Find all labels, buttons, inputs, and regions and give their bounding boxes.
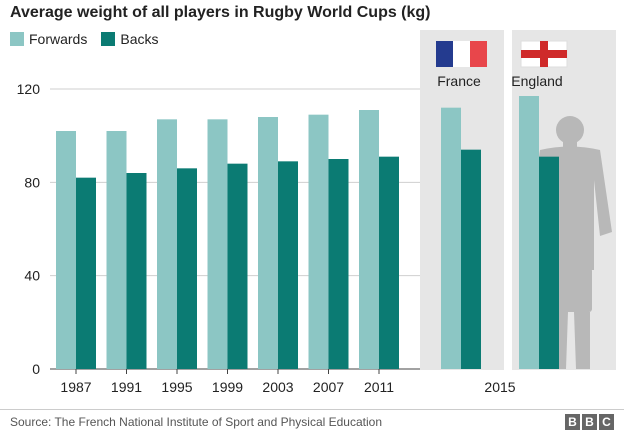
bar-backs bbox=[328, 159, 349, 369]
x-tick-label: 2003 bbox=[262, 379, 293, 395]
bar-backs bbox=[76, 177, 96, 369]
flag-cross-horizontal bbox=[521, 50, 567, 58]
bar-forwards-2015 bbox=[519, 96, 539, 369]
bar-backs bbox=[227, 163, 248, 369]
bar-forwards bbox=[258, 117, 278, 369]
france-flag bbox=[436, 41, 487, 67]
flag-white bbox=[453, 41, 470, 67]
bar-forwards bbox=[106, 131, 127, 369]
legend-swatch-forwards bbox=[10, 32, 24, 46]
x-tick-label: 1999 bbox=[212, 379, 243, 395]
bar-backs bbox=[379, 156, 399, 369]
bbc-logo-letter-3: C bbox=[599, 414, 614, 430]
x-tick-label: 1995 bbox=[161, 379, 192, 395]
bar-backs-2015 bbox=[539, 156, 559, 369]
team-name-label: England bbox=[511, 73, 562, 89]
bar-backs bbox=[278, 161, 298, 369]
flag-blue bbox=[436, 41, 453, 67]
bbc-logo-letter-2: B bbox=[582, 414, 597, 430]
silhouette-head bbox=[556, 116, 584, 144]
x-tick-label: 2011 bbox=[364, 379, 394, 395]
footer-divider bbox=[0, 409, 624, 410]
x-tick-label: 2007 bbox=[313, 379, 344, 395]
flag-red bbox=[470, 41, 487, 67]
bar-forwards bbox=[359, 110, 379, 369]
y-tick-label: 0 bbox=[32, 361, 40, 377]
legend-label-backs: Backs bbox=[120, 31, 159, 47]
bar-forwards bbox=[157, 119, 177, 369]
bar-forwards bbox=[308, 114, 329, 370]
legend: Forwards Backs bbox=[10, 31, 158, 47]
silhouette-legs bbox=[552, 312, 590, 369]
source-note: Source: The French National Institute of… bbox=[10, 415, 382, 429]
chart-title: Average weight of all players in Rugby W… bbox=[10, 4, 431, 21]
bar-forwards bbox=[207, 119, 228, 369]
legend-item-forwards: Forwards bbox=[10, 31, 87, 47]
bar-backs bbox=[126, 173, 147, 369]
x-tick-label-2015: 2015 bbox=[484, 379, 515, 395]
y-tick-label: 80 bbox=[24, 174, 40, 190]
bar-forwards-2015 bbox=[441, 107, 461, 370]
bbc-logo-letter-1: B bbox=[565, 414, 580, 430]
y-tick-label: 40 bbox=[24, 268, 40, 284]
bar-backs bbox=[177, 168, 197, 369]
y-tick-label: 120 bbox=[17, 81, 41, 97]
england-flag bbox=[520, 40, 568, 68]
x-tick-label: 1987 bbox=[60, 379, 91, 395]
legend-swatch-backs bbox=[101, 32, 116, 46]
bbc-logo: B B C bbox=[565, 414, 614, 430]
x-tick-label: 1991 bbox=[111, 379, 142, 395]
team-name-label: France bbox=[437, 73, 481, 89]
bar-forwards bbox=[56, 131, 76, 369]
bar-backs-2015 bbox=[461, 149, 481, 369]
legend-item-backs: Backs bbox=[101, 31, 158, 47]
legend-label-forwards: Forwards bbox=[29, 31, 88, 47]
